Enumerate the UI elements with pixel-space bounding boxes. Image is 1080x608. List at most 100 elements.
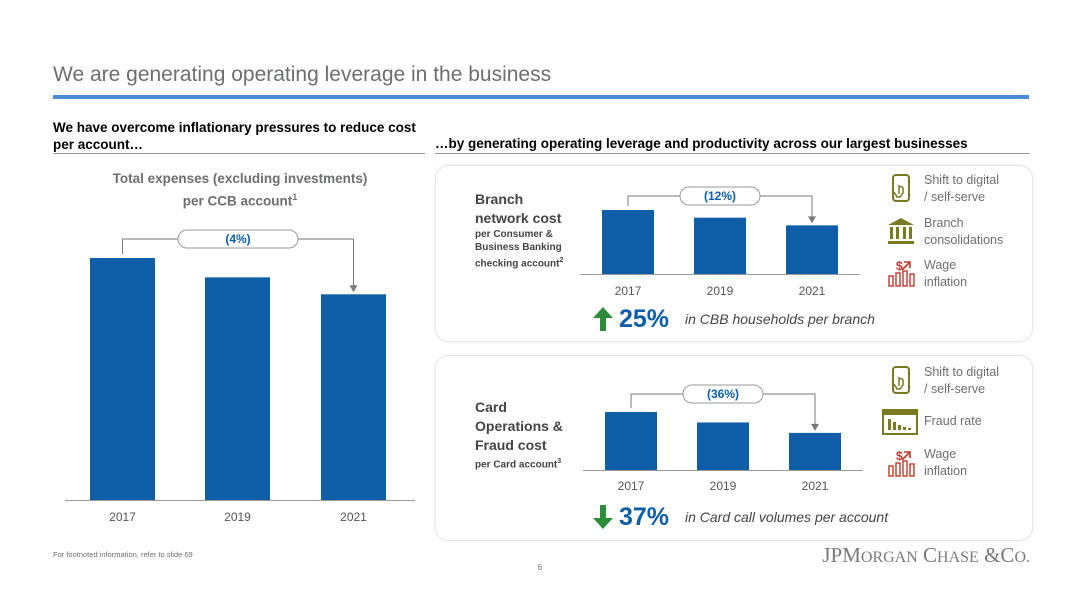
card-driver-1-line2: / self-serve (924, 382, 986, 396)
mobile-tap-icon (892, 174, 910, 202)
bar-2019 (205, 277, 270, 500)
dollar-chart-icon: $ (888, 449, 915, 477)
card-ops-label-line1: Card (475, 399, 507, 415)
card-ops-big-value: 37% (619, 503, 670, 531)
card-driver-3-line1: Wage (924, 447, 957, 461)
chart-svg-0: 2017 2019 2021 (4%) (65, 229, 415, 524)
branch-big-value: 25% (619, 305, 670, 333)
tick-label-2021: 2021 (340, 510, 367, 524)
branch-highlight: 25% in CBB households per branch (593, 305, 913, 335)
logo-m: M (842, 543, 861, 567)
bar-2017 (90, 258, 155, 500)
logo-hase: HASE (937, 549, 979, 566)
card-ops-label: Card Operations & Fraud cost per Card ac… (475, 398, 595, 471)
bar-2019 (694, 217, 746, 274)
branch-bar-chart: 2017 2019 2021 (12%) (580, 182, 860, 300)
logo-c: C (923, 543, 938, 567)
tick-label-2017: 2017 (109, 510, 136, 524)
card-ops-label-line3: Fraud cost (475, 437, 547, 453)
logo-jp: JP (822, 543, 843, 567)
page-number: 6 (537, 563, 543, 572)
branch-label: Branch network cost per Consumer & Busin… (475, 190, 595, 270)
bracket-arrowhead (808, 216, 816, 224)
card-driver-2: Fraud rate (924, 413, 1024, 430)
tick-label-2017: 2017 (618, 479, 645, 493)
branch-drivers: Shift to digital / self-serve Branch con… (882, 170, 1027, 290)
down-arrow-icon (593, 505, 613, 529)
card-driver-1-line1: Shift to digital (924, 365, 1000, 379)
tick-label-2019: 2019 (710, 479, 737, 493)
change-pill (682, 384, 764, 404)
branch-driver-2-line1: Branch (924, 216, 964, 230)
card-ops-sub-line1-text: per Card account (475, 459, 558, 471)
bracket-arrowhead (811, 423, 819, 431)
branch-driver-2: Branch consolidations (924, 215, 1024, 249)
branch-label-line1: Branch (475, 191, 524, 207)
card-ops-bar-chart: 2017 2019 2021 (36%) (583, 380, 863, 498)
tick-label-2017: 2017 (615, 284, 642, 298)
title-divider (53, 95, 1029, 99)
left-chart-title-line2: per CCB account1 (80, 188, 400, 211)
branch-driver-3-line2: inflation (924, 275, 968, 289)
card-driver-3: Wage inflation (924, 446, 1024, 480)
branch-sub-line3-text: checking account (475, 258, 560, 270)
mobile-tap-icon (892, 366, 910, 394)
logo-amp: & (984, 543, 1001, 567)
branch-driver-1-line1: Shift to digital (924, 173, 1000, 187)
tick-label-2019: 2019 (707, 284, 734, 298)
browser-chart-icon (882, 409, 918, 435)
svg-text:$: $ (896, 259, 903, 273)
left-heading-divider (53, 153, 425, 154)
left-bar-chart: 2017 2019 2021 (4%) (65, 225, 415, 535)
branch-driver-1-line2: / self-serve (924, 190, 986, 204)
branch-label-line2: network cost (475, 210, 562, 226)
bracket-arrowhead (349, 285, 358, 293)
branch-sub-line3: checking account2 (475, 254, 595, 270)
dollar-chart-icon: $ (888, 259, 915, 287)
footnote-ref-1: 1 (292, 192, 298, 202)
card-driver-1: Shift to digital / self-serve (924, 364, 1024, 398)
logo-organ: ORGAN (860, 549, 918, 566)
bar-2021 (786, 225, 838, 274)
bar-2017 (602, 210, 654, 274)
card-driver-2-line1: Fraud rate (924, 414, 982, 428)
bar-2019 (697, 422, 749, 470)
branch-big-desc: in CBB households per branch (685, 311, 875, 327)
footnote-ref-2: 2 (559, 257, 564, 264)
footnote-text: For footnoted information, refer to slid… (53, 550, 193, 559)
change-pill (679, 186, 761, 206)
branch-sub-line1: per Consumer & (475, 229, 553, 240)
footnote-ref-3: 3 (557, 458, 562, 465)
card-ops-big-desc: in Card call volumes per account (685, 509, 889, 525)
change-label: (4%) (225, 232, 250, 246)
card-driver-3-line2: inflation (924, 464, 968, 478)
branch-driver-2-line2: consolidations (924, 233, 1004, 247)
bar-2021 (321, 294, 386, 500)
change-label: (12%) (704, 189, 736, 203)
branch-driver-3: Wage inflation (924, 257, 1024, 291)
change-pill (177, 229, 299, 249)
logo-co-o: O. (1014, 549, 1030, 566)
right-heading-divider (435, 153, 1030, 154)
tick-label-2021: 2021 (799, 284, 826, 298)
left-chart-title-line1: Total expenses (excluding investments) (112, 171, 368, 186)
bar-2021 (789, 432, 841, 470)
branch-driver-1: Shift to digital / self-serve (924, 172, 1024, 206)
bar-2017 (605, 412, 657, 470)
card-ops-highlight: 37% in Card call volumes per account (593, 503, 923, 533)
chart-svg-1: 2017 2019 2021 (12%) (580, 186, 860, 298)
card-ops-drivers: Shift to digital / self-serve Fraud rate… (882, 362, 1027, 487)
tick-label-2019: 2019 (224, 510, 251, 524)
logo-co-c: C (1000, 543, 1015, 567)
card-ops-sub-line1: per Card account3 (475, 455, 595, 471)
page-title: We are generating operating leverage in … (53, 63, 552, 86)
branch-sub-line2: Business Banking (475, 242, 562, 253)
left-chart-title: Total expenses (excluding investments) p… (80, 169, 400, 211)
bank-building-icon (888, 218, 914, 244)
card-ops-label-line2: Operations & (475, 418, 563, 434)
left-section-heading: We have overcome inflationary pressures … (53, 120, 416, 152)
left-chart-title-line2-text: per CCB account (182, 193, 293, 209)
jpmorgan-chase-logo: JPMORGAN CHASE &CO. (760, 543, 1030, 568)
change-label: (36%) (707, 387, 739, 401)
tick-label-2021: 2021 (802, 479, 829, 493)
